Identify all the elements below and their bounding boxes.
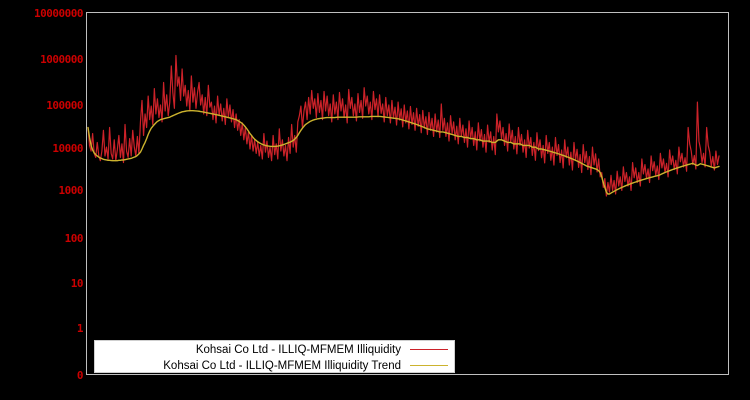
series-illiquidity-line bbox=[87, 54, 720, 197]
plot-svg bbox=[87, 54, 720, 197]
y-tick-label: 1000 bbox=[58, 184, 84, 197]
legend-label-illiquidity-trend: Kohsai Co Ltd - ILLIQ-MFMEM Illiquidity … bbox=[163, 359, 401, 372]
y-tick-label: 100000 bbox=[46, 99, 83, 112]
y-tick-label: 100 bbox=[64, 232, 84, 245]
y-tick-label: 0 bbox=[76, 369, 84, 382]
y-tick-label: 10000 bbox=[52, 142, 83, 155]
legend-swatch-illiquidity bbox=[410, 349, 448, 350]
legend-entry: Kohsai Co Ltd - ILLIQ-MFMEM Illiquidity … bbox=[95, 358, 454, 373]
legend-label-illiquidity: Kohsai Co Ltd - ILLIQ-MFMEM Illiquidity bbox=[195, 343, 401, 356]
y-tick-label: 1 bbox=[76, 322, 84, 335]
legend-swatch-illiquidity-trend bbox=[410, 365, 448, 366]
legend-entry: Kohsai Co Ltd - ILLIQ-MFMEM Illiquidity bbox=[95, 342, 454, 357]
series-illiquidity-trend-line bbox=[87, 109, 720, 195]
y-tick-label: 10000000 bbox=[34, 7, 83, 20]
chart-legend: Kohsai Co Ltd - ILLIQ-MFMEM Illiquidity … bbox=[94, 340, 455, 373]
y-tick-label: 1000000 bbox=[40, 53, 83, 66]
y-tick-label: 10 bbox=[70, 277, 84, 290]
plot-area bbox=[86, 12, 729, 375]
